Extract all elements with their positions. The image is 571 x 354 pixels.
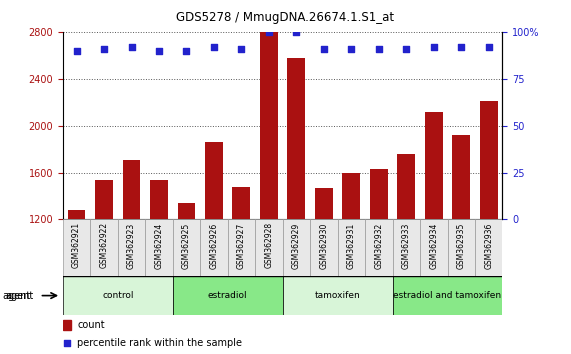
Text: GSM362936: GSM362936 — [484, 222, 493, 269]
FancyBboxPatch shape — [200, 219, 228, 276]
Text: GSM362926: GSM362926 — [210, 222, 219, 269]
FancyBboxPatch shape — [283, 219, 310, 276]
Bar — [178, 203, 195, 354]
Bar — [260, 32, 278, 354]
FancyBboxPatch shape — [173, 219, 200, 276]
Bar — [232, 187, 250, 354]
Bar — [95, 179, 113, 354]
FancyBboxPatch shape — [255, 219, 283, 276]
Text: GSM362935: GSM362935 — [457, 222, 466, 269]
Text: GSM362927: GSM362927 — [237, 222, 246, 269]
Text: tamoxifen: tamoxifen — [315, 291, 360, 300]
FancyBboxPatch shape — [420, 219, 448, 276]
FancyBboxPatch shape — [337, 219, 365, 276]
Point — [210, 44, 219, 50]
FancyBboxPatch shape — [173, 276, 283, 315]
FancyBboxPatch shape — [118, 219, 145, 276]
Bar — [452, 135, 470, 354]
Bar — [315, 188, 333, 354]
Point — [429, 44, 439, 50]
Text: GSM362930: GSM362930 — [319, 222, 328, 269]
Bar — [480, 101, 498, 354]
Text: GSM362934: GSM362934 — [429, 222, 439, 269]
FancyBboxPatch shape — [283, 276, 393, 315]
Text: count: count — [77, 320, 104, 330]
Point — [484, 44, 493, 50]
FancyBboxPatch shape — [228, 219, 255, 276]
Point — [402, 46, 411, 52]
Text: GSM362931: GSM362931 — [347, 222, 356, 269]
Bar — [123, 160, 140, 354]
Bar — [150, 179, 168, 354]
FancyBboxPatch shape — [145, 219, 173, 276]
Point — [292, 29, 301, 35]
Point — [154, 48, 163, 53]
Text: agent: agent — [6, 291, 34, 301]
Text: agent: agent — [3, 291, 31, 301]
FancyBboxPatch shape — [393, 276, 502, 315]
Text: GSM362928: GSM362928 — [264, 222, 274, 268]
Point — [264, 29, 274, 35]
Bar — [370, 169, 388, 354]
Bar — [425, 112, 443, 354]
Point — [182, 48, 191, 53]
FancyBboxPatch shape — [448, 219, 475, 276]
FancyBboxPatch shape — [475, 219, 502, 276]
FancyBboxPatch shape — [90, 219, 118, 276]
Text: GSM362932: GSM362932 — [375, 222, 383, 269]
Point — [127, 44, 136, 50]
Point — [347, 46, 356, 52]
Text: estradiol: estradiol — [208, 291, 247, 300]
FancyBboxPatch shape — [63, 276, 173, 315]
FancyBboxPatch shape — [365, 219, 393, 276]
Bar — [67, 210, 86, 354]
Point — [457, 44, 466, 50]
Bar — [397, 154, 415, 354]
Text: GSM362923: GSM362923 — [127, 222, 136, 269]
Point — [237, 46, 246, 52]
Text: estradiol and tamoxifen: estradiol and tamoxifen — [393, 291, 501, 300]
Text: GSM362933: GSM362933 — [402, 222, 411, 269]
Text: GDS5278 / MmugDNA.26674.1.S1_at: GDS5278 / MmugDNA.26674.1.S1_at — [176, 11, 395, 24]
FancyBboxPatch shape — [310, 219, 337, 276]
FancyBboxPatch shape — [63, 219, 90, 276]
Point — [99, 46, 108, 52]
Bar — [63, 320, 71, 330]
Bar — [205, 142, 223, 354]
Text: control: control — [102, 291, 134, 300]
Point — [319, 46, 328, 52]
Bar — [343, 172, 360, 354]
Point — [374, 46, 383, 52]
Text: GSM362929: GSM362929 — [292, 222, 301, 269]
Text: GSM362925: GSM362925 — [182, 222, 191, 269]
Text: GSM362922: GSM362922 — [99, 222, 108, 268]
Text: GSM362924: GSM362924 — [155, 222, 163, 269]
Bar — [287, 58, 305, 354]
Text: percentile rank within the sample: percentile rank within the sample — [77, 338, 242, 348]
FancyBboxPatch shape — [393, 219, 420, 276]
Text: GSM362921: GSM362921 — [72, 222, 81, 268]
Point — [63, 340, 72, 346]
Point — [72, 48, 81, 53]
